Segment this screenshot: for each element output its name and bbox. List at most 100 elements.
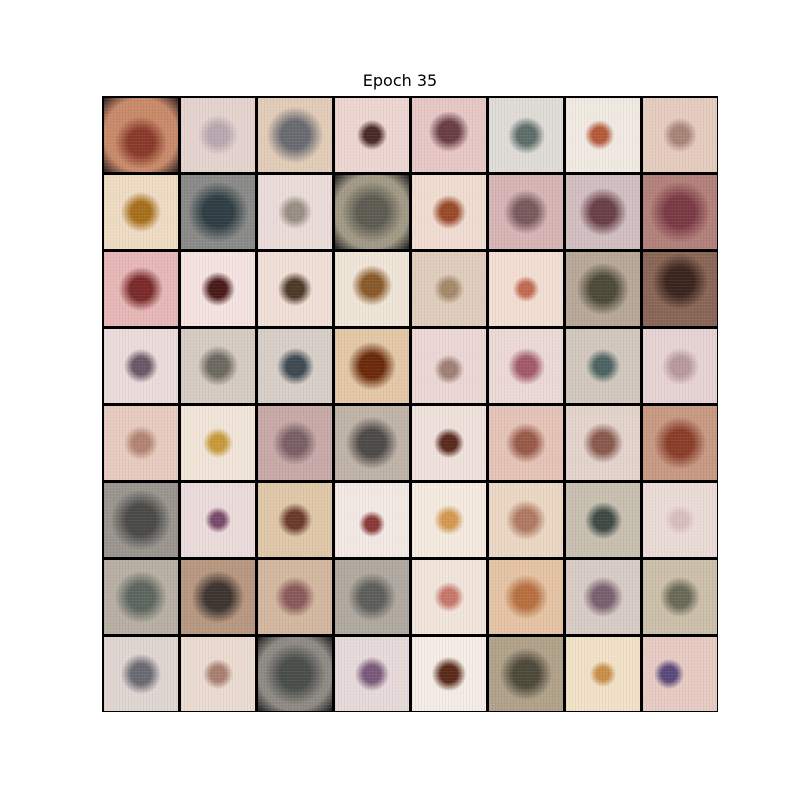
generated-image-tile	[104, 252, 178, 326]
texture-overlay	[335, 252, 409, 326]
generated-image-tile	[335, 98, 409, 172]
texture-overlay	[104, 252, 178, 326]
lesion-blob	[578, 187, 628, 237]
generated-image-tile	[181, 637, 255, 711]
lesion-blob	[347, 572, 397, 622]
lesion-blob	[654, 659, 684, 689]
lesion-blob	[661, 347, 699, 385]
texture-overlay	[412, 637, 486, 711]
generated-image-tile	[258, 329, 332, 403]
texture-overlay	[566, 637, 640, 711]
lesion-blob	[432, 657, 466, 691]
texture-overlay	[489, 560, 563, 634]
lesion-blob	[584, 120, 615, 150]
texture-overlay	[566, 483, 640, 557]
texture-overlay	[566, 175, 640, 249]
generated-image-tile	[104, 329, 178, 403]
generated-image-tile	[104, 175, 178, 249]
lesion-blob	[659, 576, 701, 618]
generated-image-tile	[258, 637, 332, 711]
lesion-blob	[274, 576, 316, 618]
generated-image-tile	[643, 637, 717, 711]
generated-image-tile	[335, 252, 409, 326]
generated-image-tile	[258, 560, 332, 634]
texture-overlay	[181, 560, 255, 634]
generated-image-tile	[335, 406, 409, 480]
texture-overlay	[566, 406, 640, 480]
lesion-blob	[577, 263, 629, 315]
generated-image-tile	[258, 406, 332, 480]
texture-overlay	[412, 252, 486, 326]
texture-overlay	[489, 252, 563, 326]
texture-overlay	[566, 329, 640, 403]
generated-image-tile	[412, 252, 486, 326]
texture-overlay	[335, 406, 409, 480]
lesion-blob	[582, 422, 624, 464]
texture-overlay	[335, 483, 409, 557]
generated-image-tile	[335, 329, 409, 403]
texture-overlay	[335, 98, 409, 172]
generated-image-tile	[412, 98, 486, 172]
lesion-blob	[111, 490, 171, 550]
lesion-blob	[584, 501, 622, 539]
generated-image-tile	[181, 406, 255, 480]
lesion-blob	[507, 116, 545, 154]
generated-image-tile	[489, 175, 563, 249]
texture-overlay	[566, 252, 640, 326]
texture-overlay	[412, 175, 486, 249]
texture-overlay	[489, 637, 563, 711]
texture-overlay	[181, 637, 255, 711]
lesion-blob	[434, 274, 464, 304]
generated-image-tile	[566, 560, 640, 634]
generated-image-tile	[643, 252, 717, 326]
lesion-blob	[359, 510, 385, 537]
texture-overlay	[643, 329, 717, 403]
texture-overlay	[104, 175, 178, 249]
lesion-blob	[434, 354, 464, 385]
lesion-blob	[278, 503, 312, 537]
generated-image-tile	[489, 483, 563, 557]
texture-overlay	[104, 329, 178, 403]
lesion-blob	[346, 417, 398, 469]
lesion-blob	[265, 644, 325, 704]
lesion-blob	[507, 347, 545, 385]
texture-overlay	[258, 560, 332, 634]
generated-image-tile	[489, 560, 563, 634]
lesion-blob	[272, 420, 318, 466]
texture-overlay	[412, 483, 486, 557]
texture-overlay	[258, 483, 332, 557]
lesion-blob	[115, 571, 167, 623]
generated-image-tile	[181, 483, 255, 557]
lesion-blob	[267, 107, 323, 163]
texture-overlay	[181, 329, 255, 403]
texture-overlay	[335, 560, 409, 634]
texture-overlay	[181, 406, 255, 480]
texture-overlay	[335, 329, 409, 403]
texture-overlay	[489, 98, 563, 172]
lesion-blob	[351, 264, 393, 306]
lesion-blob	[188, 182, 248, 242]
lesion-blob	[586, 349, 620, 383]
generated-image-tile	[643, 406, 717, 480]
lesion-blob	[115, 116, 167, 169]
lesion-blob	[654, 417, 706, 469]
generated-image-tile	[643, 175, 717, 249]
generated-image-tile	[258, 252, 332, 326]
texture-overlay	[643, 406, 717, 480]
lesion-blob	[663, 118, 697, 152]
generated-image-tile	[489, 329, 563, 403]
generated-image-tile	[181, 252, 255, 326]
texture-overlay	[412, 406, 486, 480]
lesion-blob	[192, 571, 244, 623]
generated-image-tile	[412, 637, 486, 711]
generated-image-tile	[566, 637, 640, 711]
generated-image-tile	[335, 637, 409, 711]
generated-image-tile	[181, 98, 255, 172]
generated-image-tile	[566, 329, 640, 403]
texture-overlay	[258, 252, 332, 326]
generated-image-tile	[258, 483, 332, 557]
lesion-blob	[205, 507, 231, 533]
generated-image-tile	[643, 329, 717, 403]
texture-overlay	[566, 98, 640, 172]
